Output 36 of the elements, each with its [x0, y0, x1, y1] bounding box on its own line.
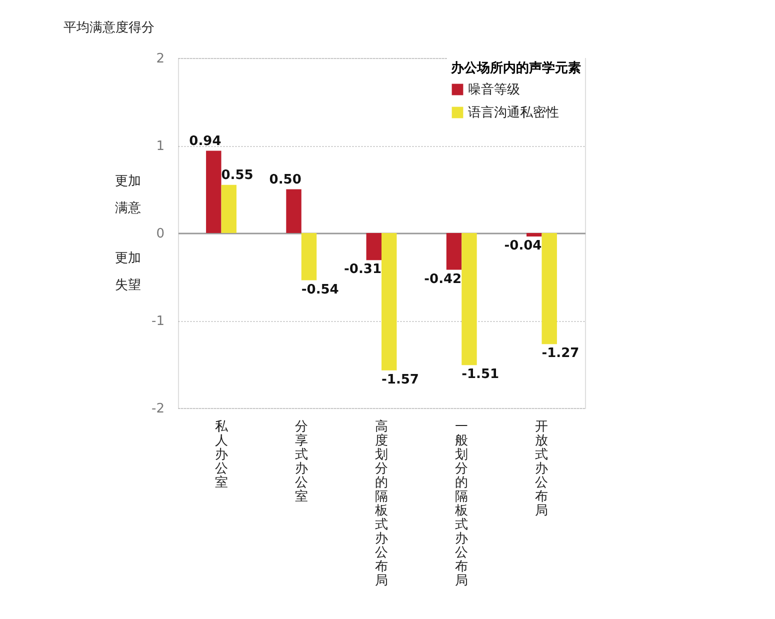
- text: 更加失望: [115, 251, 141, 293]
- y-tick-label: -1: [152, 314, 164, 329]
- y-tick-label: -2: [152, 402, 164, 416]
- data-label: 0.55: [221, 168, 254, 183]
- legend-label: 语言沟通私密性: [468, 104, 559, 120]
- x-tick-label: 分享式办公室: [294, 420, 308, 504]
- data-label: -0.54: [301, 282, 339, 298]
- data-label: -1.57: [382, 372, 419, 388]
- bar: [526, 233, 542, 236]
- data-label: -1.51: [462, 367, 500, 382]
- bar: [221, 184, 236, 233]
- text: 更加满意: [115, 174, 141, 216]
- y-axis-title: 平均满意度得分: [64, 20, 154, 36]
- bar: [286, 189, 302, 233]
- y-tick-label: 2: [156, 52, 164, 66]
- x-tick-label: 私人办公室: [214, 420, 229, 490]
- bar: [446, 233, 462, 270]
- bar: [301, 233, 317, 280]
- y-tick-label: 1: [156, 139, 164, 154]
- data-label: -0.42: [424, 272, 462, 287]
- bar: [462, 233, 477, 366]
- data-label: -1.27: [542, 346, 580, 362]
- bar: [382, 233, 397, 370]
- data-label: 0.50: [269, 172, 302, 188]
- bar: [206, 150, 222, 233]
- category-label: 一般划分的隔板式办公布局: [455, 420, 468, 588]
- data-label: -0.04: [504, 238, 542, 254]
- bar: [542, 233, 557, 344]
- x-tick-label: 开放式办公布局: [535, 420, 548, 518]
- category-label: 高度划分的隔板式办公布局: [375, 420, 388, 588]
- data-label: -0.31: [344, 262, 382, 278]
- data-label: 0.94: [189, 134, 222, 149]
- legend-label: 噪音等级: [468, 82, 520, 98]
- y-tick-label: 0: [156, 226, 164, 242]
- legend-title: 办公场所内的声学元素: [450, 60, 581, 76]
- bar: [366, 233, 382, 260]
